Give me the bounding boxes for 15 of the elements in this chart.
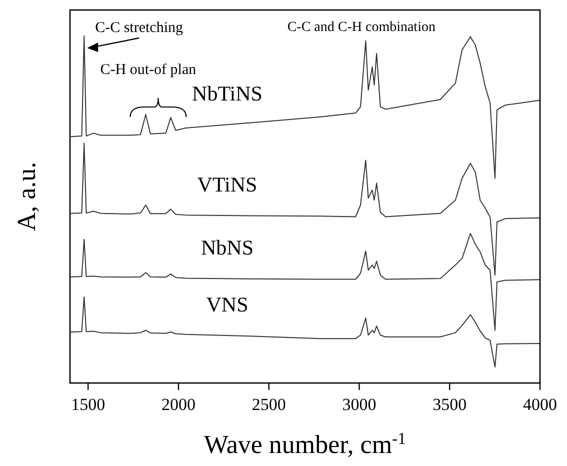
x-tick-label: 2500 — [252, 395, 286, 414]
x-tick-label: 3500 — [432, 395, 467, 414]
annotation: C-C stretching — [95, 20, 184, 36]
text: C-C and C-H combination — [287, 20, 436, 35]
series-label: NbNS — [201, 236, 254, 260]
x-tick-label: 1500 — [71, 395, 106, 414]
y-axis-title: A, a.u. — [12, 162, 41, 232]
annotation: C-H out-of plan — [100, 62, 197, 78]
x-axis-title: Wave number, cm$^{-1}$ — [204, 428, 406, 459]
series-label: VNS — [206, 292, 248, 317]
series-label: NbTiNS — [192, 82, 262, 106]
x-tick-label: 4000 — [523, 395, 557, 414]
x-tick-label: 3000 — [342, 395, 376, 414]
series-label: VTiNS — [197, 172, 258, 197]
x-tick-label: 2000 — [161, 395, 196, 414]
